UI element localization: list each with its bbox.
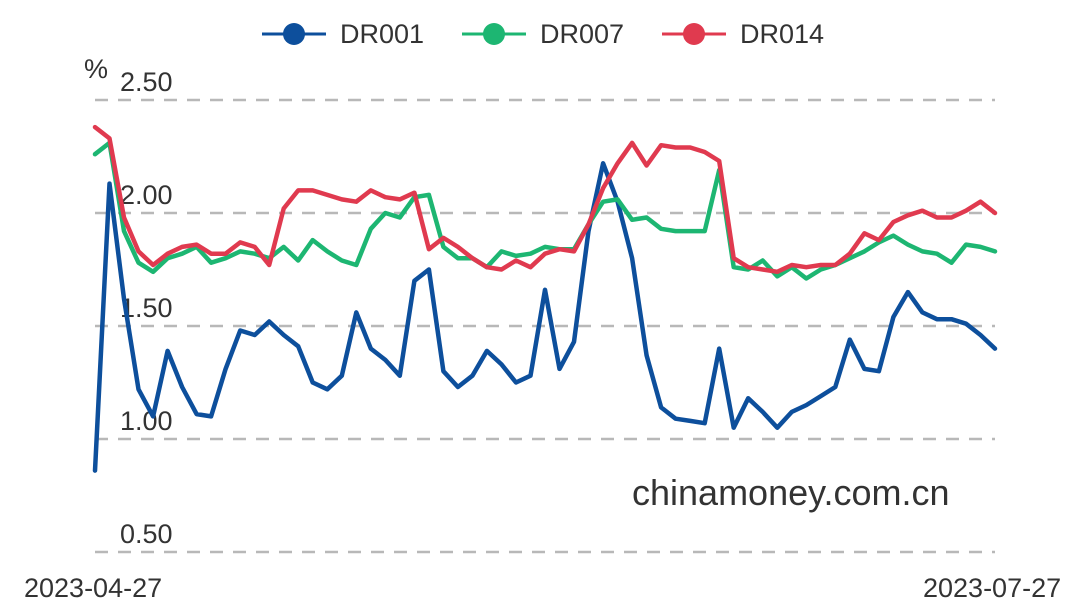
series-line-dr014	[92, 124, 998, 275]
legend-label-dr014: DR014	[740, 19, 824, 49]
y-tick-label: 2.50	[120, 67, 173, 97]
y-axis-unit: %	[84, 54, 108, 84]
legend-marker-dr001	[283, 23, 305, 45]
x-axis-start-label: 2023-04-27	[24, 573, 162, 603]
legend-item-dr001[interactable]: DR001	[262, 19, 424, 49]
legend-label-dr007: DR007	[540, 19, 624, 49]
legend: DR001 DR007 DR014	[262, 19, 824, 49]
series-line-dr007	[92, 140, 998, 281]
legend-item-dr007[interactable]: DR007	[462, 19, 624, 49]
legend-marker-dr007	[483, 23, 505, 45]
watermark: chinamoney.com.cn	[632, 472, 949, 513]
y-axis-tick-labels: 0.501.001.502.002.50	[120, 67, 173, 549]
legend-marker-dr014	[683, 23, 705, 45]
legend-item-dr014[interactable]: DR014	[662, 19, 824, 49]
y-tick-label: 1.00	[120, 406, 173, 436]
series-line-dr001	[92, 161, 998, 473]
y-tick-label: 2.00	[120, 180, 173, 210]
legend-label-dr001: DR001	[340, 19, 424, 49]
y-tick-label: 0.50	[120, 519, 173, 549]
x-axis-end-label: 2023-07-27	[923, 573, 1061, 603]
gridlines	[95, 98, 995, 554]
series-lines	[92, 124, 998, 473]
